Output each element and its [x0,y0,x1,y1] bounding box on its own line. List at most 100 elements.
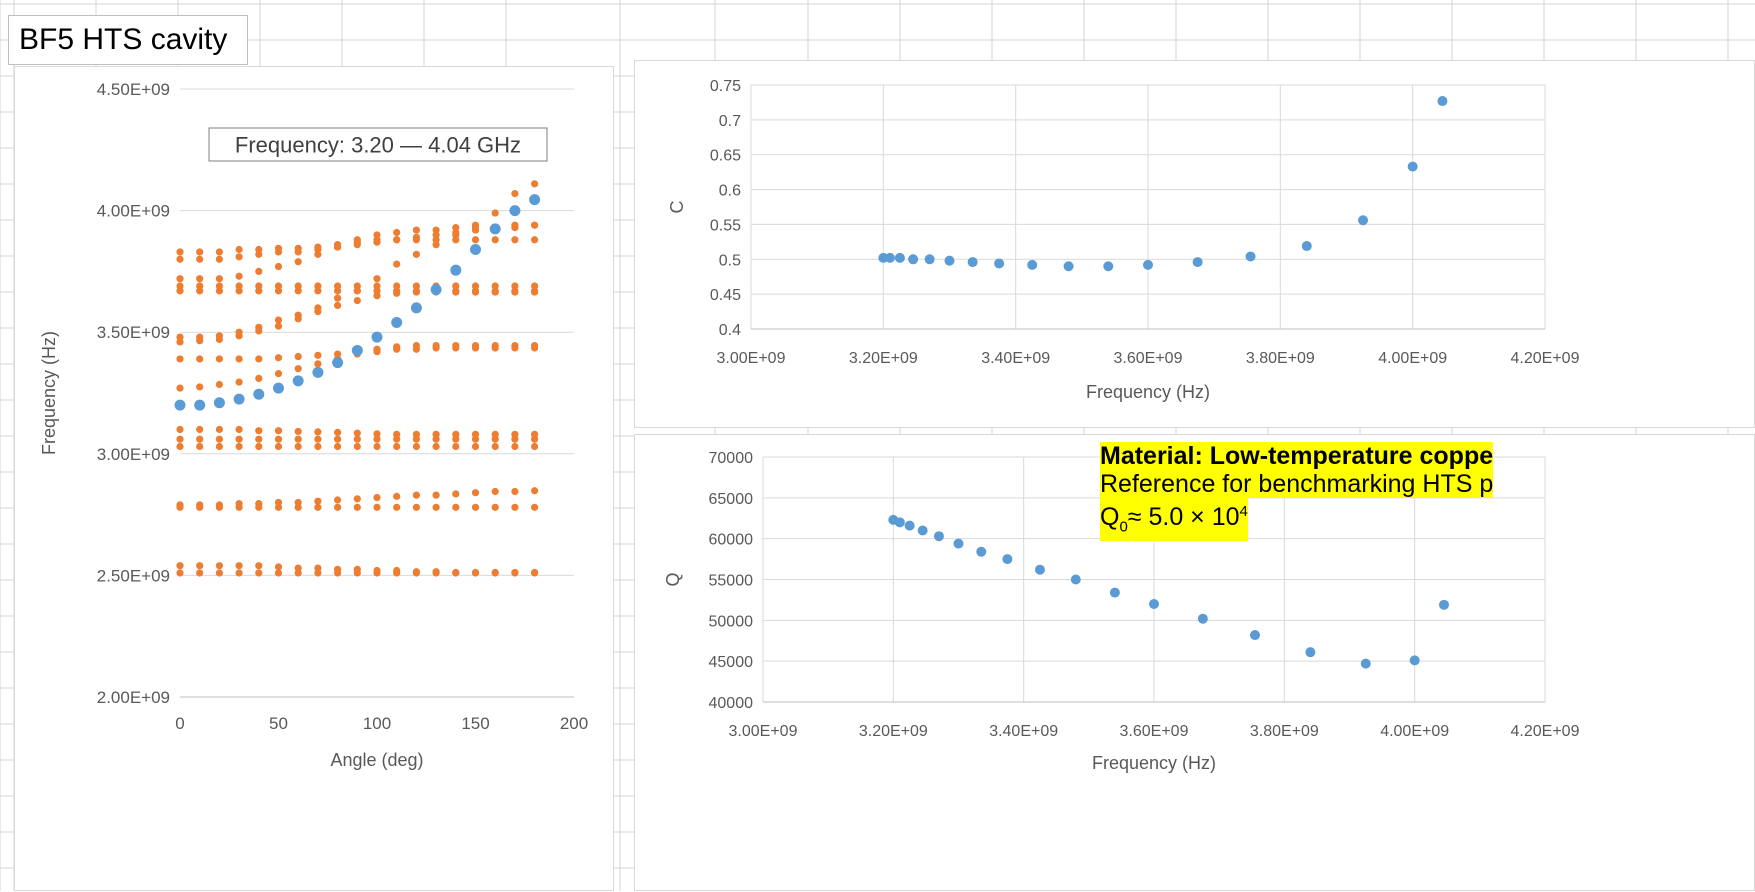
data-point-orange [334,435,342,443]
data-point-orange [235,500,243,508]
data-point-orange [255,562,263,570]
data-point-orange [215,501,223,509]
data-point-orange [373,231,381,239]
x-tick-label: 4.20E+09 [1511,723,1580,740]
x-tick-label: 3.60E+09 [1120,723,1189,740]
data-point-orange [255,267,263,275]
data-point-orange [274,427,283,435]
data-point-blue [1358,215,1369,226]
data-point-orange [294,427,302,436]
data-point-orange [531,221,539,229]
data-point-orange [471,489,480,497]
data-point-orange [353,503,361,511]
data-point-orange [196,383,204,391]
data-point-orange [452,490,460,498]
data-point-orange [491,341,499,350]
data-point-orange [215,332,223,340]
sheet-title[interactable]: BF5 HTS cavity [8,15,248,65]
data-point-orange [373,275,381,283]
data-point-orange [393,228,401,237]
data-point-blue [312,366,324,378]
data-point-orange [334,428,342,436]
data-point-orange [255,282,263,290]
chart-c-vs-frequency-plot: 0.4 0.45 0.5 0.55 0.6 0.65 0.7 0.75 3.00E+09 3.20… [667,78,1580,402]
data-point-orange [353,495,361,503]
data-point-orange [531,430,539,438]
data-point-orange [471,430,480,438]
data-point-orange [491,282,499,290]
data-point-orange [491,487,499,496]
data-point-orange [196,355,204,363]
data-point-orange [196,275,204,283]
chart-c-vs-frequency[interactable]: 0.4 0.45 0.5 0.55 0.6 0.65 0.7 0.75 3.00E+09 3.20… [634,60,1755,428]
x-tick-label: 50 [269,714,288,733]
data-point-orange [412,226,420,234]
data-point-orange [393,492,401,500]
x-tick-label: 200 [560,714,588,733]
data-point-orange [215,355,223,363]
data-point-orange [412,341,420,350]
x-tick-label: 3.00E+09 [717,350,786,367]
data-point-orange [353,435,361,443]
data-point-orange [196,562,204,570]
data-point-blue [351,344,363,356]
data-point-orange [235,253,243,261]
data-point-orange [314,428,322,436]
data-point-orange [373,238,381,246]
data-point-orange [373,503,381,511]
data-point-orange [531,341,539,350]
data-point-orange [452,568,460,577]
data-point-orange [531,487,539,495]
data-point-orange [176,355,184,363]
y-tick-label: 0.55 [710,217,741,234]
data-point-orange [531,568,539,577]
data-point-orange [491,442,499,451]
y-tick-label: 0.75 [710,78,741,95]
data-point-blue [430,284,442,296]
chart-frequency-vs-angle[interactable]: 2.00E+09 2.50E+09 3.00E+09 3.50E+09 4.00E+09… [14,66,614,891]
data-point-orange [274,369,283,378]
data-point-orange [511,568,519,577]
data-point-orange [432,491,440,499]
x-tick-label: 4.20E+09 [1511,350,1580,367]
data-point-orange [432,430,440,438]
data-point-blue [967,257,978,268]
data-point-orange [412,491,420,499]
data-point-blue [1250,630,1261,641]
data-point-orange [314,360,322,368]
data-point-orange [353,236,361,244]
data-point-blue [1027,259,1038,270]
data-point-orange [235,282,243,290]
data-point-blue [371,331,383,343]
data-point-orange [215,442,223,451]
data-point-blue [509,205,521,217]
data-point-orange [176,435,184,443]
data-point-orange [235,435,243,443]
data-point-orange [215,435,223,443]
data-point-orange [373,282,381,290]
data-point-orange [511,487,519,496]
data-point-orange [491,236,499,244]
material-note[interactable]: Material: Low-temperature coppe Referenc… [1100,442,1494,542]
data-point-blue [1301,241,1312,252]
y-tick-label: 0.5 [719,252,741,269]
x-axis-title: Frequency (Hz) [1092,753,1216,773]
data-point-orange [255,442,263,451]
data-point-orange [491,503,499,511]
data-point-orange [452,282,460,290]
data-point-orange [314,282,322,290]
data-point-orange [235,378,243,386]
data-point-orange [215,569,223,577]
data-point-orange [353,296,361,305]
x-tick-label: 0 [175,714,184,733]
data-point-orange [215,275,223,283]
y-tick-label: 2.50E+09 [97,566,170,585]
data-point-orange [393,236,401,244]
data-point-orange [235,272,243,280]
data-point-orange [274,322,283,330]
data-point-orange [334,301,342,310]
data-point-orange [314,243,322,251]
data-point-orange [255,323,263,331]
x-tick-label: 3.40E+09 [989,723,1058,740]
data-point-orange [511,189,519,198]
